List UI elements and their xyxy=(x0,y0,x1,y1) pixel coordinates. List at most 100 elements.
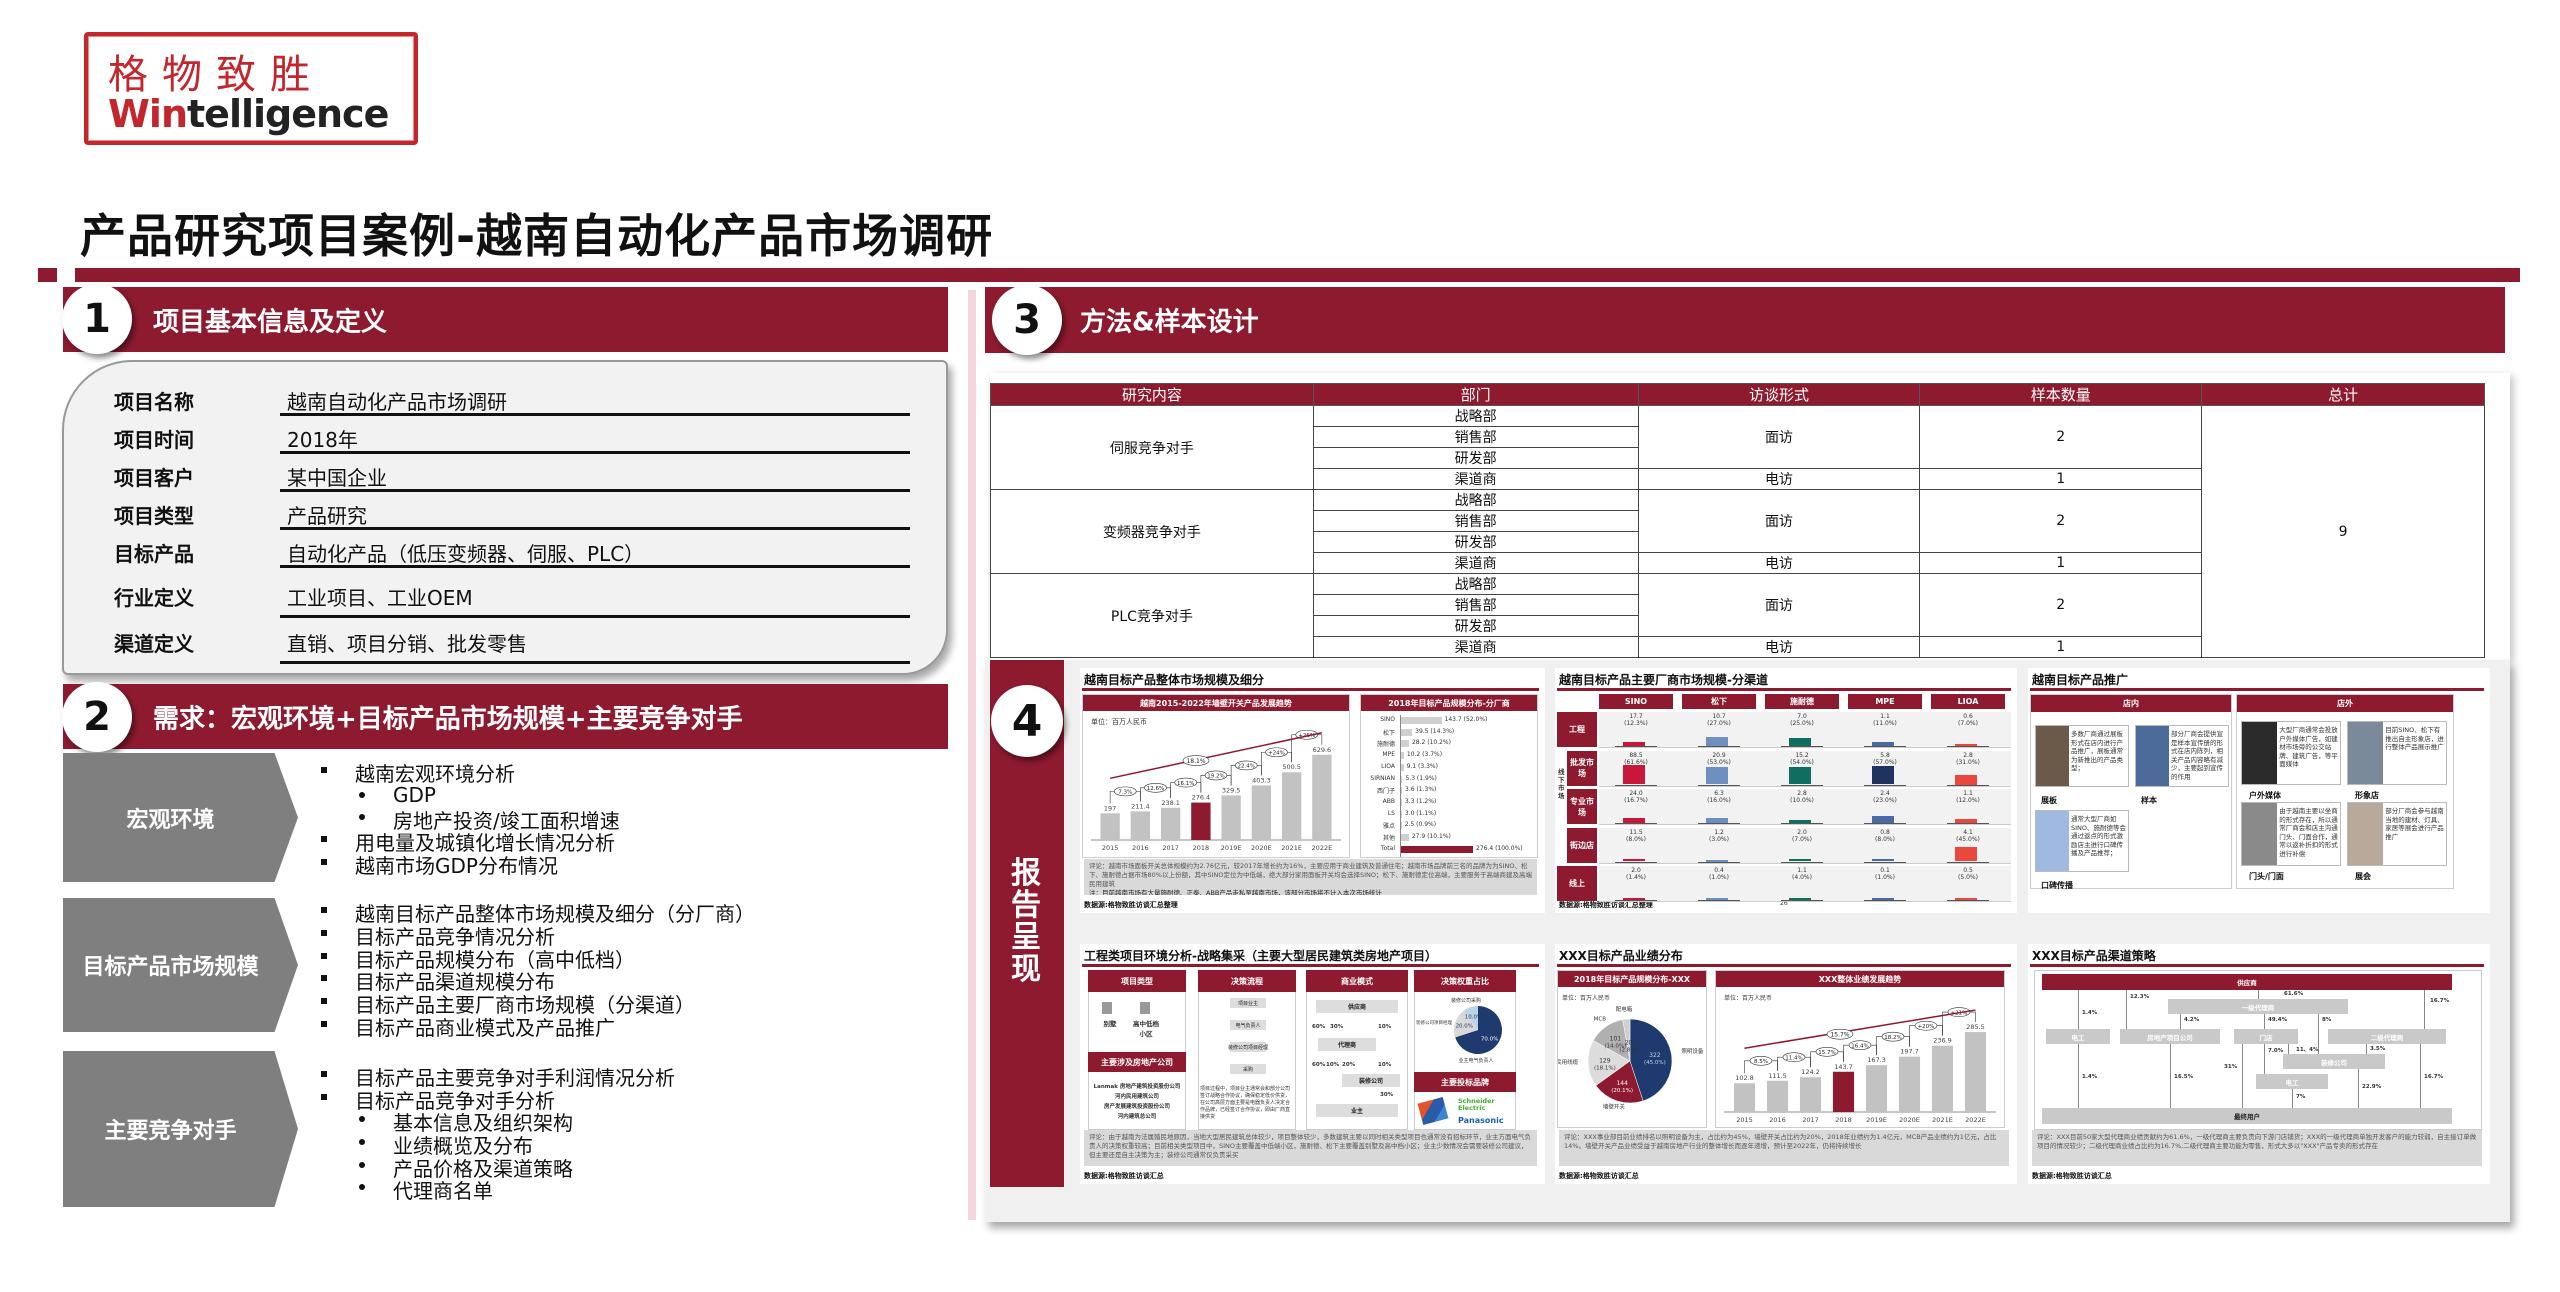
cell-pct: (53.0%) xyxy=(1707,758,1731,766)
research-content: 伺服竞争对手 xyxy=(990,405,1314,490)
chevron-market-size: 目标产品市场规模 xyxy=(63,898,298,1032)
department: 战略部 xyxy=(1312,489,1639,511)
cell-baseline xyxy=(1864,823,1906,824)
department: 战略部 xyxy=(1312,405,1639,427)
cell-baseline xyxy=(1864,900,1906,901)
vendor-bar-施耐德 xyxy=(1401,740,1409,748)
square-bullet-icon xyxy=(321,953,327,959)
cell-bar xyxy=(1872,766,1894,785)
flow-pct: 3.5% xyxy=(2370,1046,2386,1052)
cell-pct: (31.0%) xyxy=(1956,758,1980,766)
promo-card-口碑传播: 通常大型厂商如SINO、施耐德等会通过返点的形式激励店主进行口碑传播及产品推荐； xyxy=(2035,810,2129,872)
offline-market-label: 线下市场 xyxy=(1558,768,1565,800)
bullet-item: 房地产投资/竣工面积增速 xyxy=(359,805,620,834)
cell-bar xyxy=(1789,767,1811,785)
cell-value: 15.2 xyxy=(1795,751,1809,759)
vendor-name: 施耐德 xyxy=(1376,741,1395,749)
bar-value-label: 167.3 xyxy=(1867,1056,1886,1064)
cell-pct: (61.6%) xyxy=(1624,758,1648,766)
table-row: 伺服竞争对手 战略部 面访 2 9 xyxy=(990,405,2485,658)
info-row: 项目客户 某中国企业 xyxy=(64,458,946,494)
brand-header-SINO: SINO xyxy=(1599,694,1673,709)
growth-label: 16.1% xyxy=(1177,781,1194,787)
bullet-item: 目标产品竞争情况分析 xyxy=(321,921,555,950)
cell-bar xyxy=(1872,815,1894,823)
growth-oval xyxy=(1881,1031,1905,1042)
cell-baseline xyxy=(1781,861,1823,863)
row-bg xyxy=(1599,827,2011,864)
dot-bullet-icon xyxy=(359,1139,365,1145)
growth-oval xyxy=(1113,786,1137,797)
cell-value: 1.1 xyxy=(1963,790,1973,797)
vendor-value: 39.5 (14.3%) xyxy=(1415,727,1455,735)
column-header: 部门 xyxy=(1312,383,1639,406)
square-bullet-icon xyxy=(321,767,327,773)
thumbnail-market-size: 越南目标产品整体市场规模及细分 评论：越南市场面板开关总体规模约为2.76亿元，较… xyxy=(1080,668,1545,913)
table-row: 渠道商 电访 1 xyxy=(991,468,2485,490)
section2-title: 需求：宏观环境+目标产品市场规模+主要竞争对手 xyxy=(153,704,743,734)
info-label: 项目客户 xyxy=(114,466,194,490)
biz-owner: 业主 xyxy=(1316,1104,1398,1117)
cell-bar xyxy=(1955,774,1977,785)
bullet-text: 目标产品渠道规模分布 xyxy=(355,970,555,994)
cell-baseline xyxy=(1947,900,1989,901)
info-label: 目标产品 xyxy=(114,542,194,566)
department: 销售部 xyxy=(1312,510,1639,532)
cell-bar xyxy=(1789,819,1811,823)
dot-bullet-icon xyxy=(359,792,365,798)
biz-pct: 30% xyxy=(1330,1024,1344,1030)
vendor-name: SIRNIAN xyxy=(1370,774,1395,782)
flow-arrow xyxy=(2078,1044,2079,1108)
x-tick-label: 2018 xyxy=(1193,844,1210,852)
flow-pct: 12.3% xyxy=(2130,994,2150,1000)
cell-pct: (3.0%) xyxy=(1709,835,1729,843)
promo-photo xyxy=(2348,803,2384,865)
square-bullet-icon xyxy=(321,998,327,1004)
column-header: 项目类型 xyxy=(1088,970,1186,992)
promo-desc: 目前SINO、松下有推出自主形象店，进行整体产品展示推广 xyxy=(2385,726,2444,751)
cagr-oval xyxy=(1826,1028,1854,1040)
promo-photo xyxy=(2036,726,2070,786)
slice-label: 照明设备 xyxy=(1681,1047,1704,1055)
sample-count: 1 xyxy=(1919,636,2203,658)
biz-pct: 60% xyxy=(1312,1062,1326,1068)
promo-caption: 样本 xyxy=(2141,796,2157,805)
cell-value: 1.2 xyxy=(1714,828,1724,836)
cell-value: 0.1 xyxy=(1880,867,1890,874)
promo-caption: 门头/门面 xyxy=(2249,872,2284,881)
slice-label: MCB xyxy=(1594,1016,1607,1022)
sample-design-table: 研究内容 部门 访谈形式 样本数量 总计 伺服竞争对手 战略部 面访 2 9 销售部 研发部 渠道商 电访… xyxy=(990,383,2485,658)
promo-caption: 展板 xyxy=(2041,796,2057,805)
biz-pct: 10% xyxy=(1378,1062,1392,1068)
growth-label: 7.3% xyxy=(1118,790,1132,796)
growth-oval xyxy=(1174,777,1198,788)
square-bullet-icon xyxy=(321,859,327,865)
thumbnail-title: XXX目标产品渠道策略 xyxy=(2032,949,2156,963)
cell-value: 4.1 xyxy=(1963,828,1973,836)
x-tick-label: 2017 xyxy=(1802,1116,1819,1124)
department: 研发部 xyxy=(1312,531,1639,553)
promo-desc: 由于越南主要以坐商的形式存在，所以通常厂商会和店主沟通门头、门面合作，通常以返补… xyxy=(2279,807,2338,858)
info-label: 项目时间 xyxy=(114,428,194,452)
square-bullet-icon xyxy=(321,975,327,981)
cell-pct: (8.0%) xyxy=(1626,835,1646,843)
cell-value: 88.5 xyxy=(1629,751,1643,759)
thumbnail-title: 工程类项目环境分析-战略集采（主要大型居民建筑类房地产项目） xyxy=(1084,949,1437,963)
promo-caption: 户外媒体 xyxy=(2249,791,2281,800)
dot-bullet-icon xyxy=(359,814,365,820)
divider xyxy=(968,290,976,1220)
info-underline xyxy=(280,661,910,664)
vendor-value: 3.0 (1.1%) xyxy=(1404,809,1437,817)
bar-value-label: 211.4 xyxy=(1131,802,1150,810)
comment-note: 注：目前越南市场有大量施耐德、正泰、ABB产品走私至越南市场，该部分市场将不计入… xyxy=(1089,889,1382,895)
cell-bar xyxy=(1955,743,1977,746)
pie-slice-配电箱 xyxy=(1622,1018,1631,1062)
biz-supplier: 供应商 xyxy=(1316,1000,1398,1013)
info-value: 产品研究 xyxy=(287,504,367,528)
growth-label: 18.2% xyxy=(1884,1035,1901,1041)
info-underline xyxy=(280,527,910,530)
flow-arrow xyxy=(2318,1014,2319,1054)
promo-card-形象店: 目前SINO、松下有推出自主形象店，进行整体产品展示推广 xyxy=(2347,721,2447,785)
x-tick-label: 2020E xyxy=(1251,844,1272,852)
row-bg xyxy=(1599,866,2011,902)
